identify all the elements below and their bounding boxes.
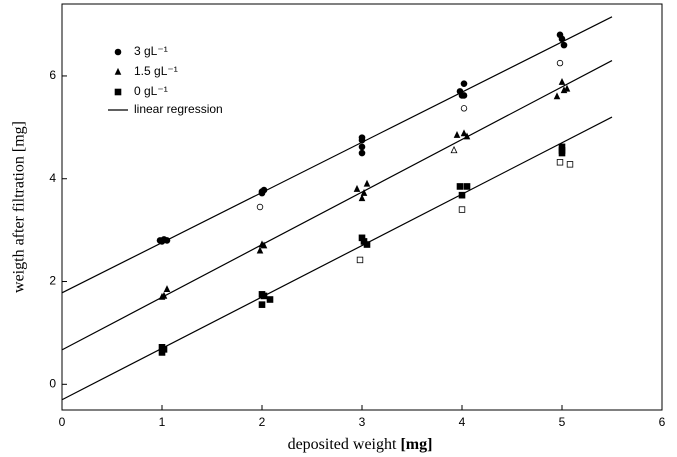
x-label-unit: [mg]	[400, 436, 432, 453]
point	[456, 183, 464, 190]
point	[560, 41, 568, 49]
point	[256, 246, 264, 254]
point	[558, 78, 566, 85]
point	[358, 194, 366, 202]
point	[460, 129, 468, 137]
x-label-text: deposited weight	[288, 436, 397, 453]
regression-line	[61, 60, 613, 351]
point	[453, 130, 461, 138]
point	[558, 143, 566, 151]
point	[558, 35, 566, 43]
point	[360, 189, 368, 196]
legend-marker	[114, 48, 122, 56]
x-tick-label: 4	[459, 415, 466, 429]
legend-label: linear regression	[134, 102, 223, 116]
x-tick-label: 2	[259, 415, 266, 429]
legend-marker	[114, 88, 122, 96]
point	[460, 92, 468, 99]
point	[266, 296, 274, 303]
open-point	[256, 203, 264, 211]
open-point	[566, 161, 574, 168]
point	[353, 184, 361, 192]
point	[363, 179, 371, 187]
y-tick-label: 2	[49, 274, 56, 288]
open-point	[450, 145, 458, 154]
y-tick-label: 6	[49, 68, 56, 82]
point	[260, 292, 268, 300]
y-tick-label: 0	[49, 376, 56, 390]
point	[258, 301, 266, 308]
y-axis-label: weigth after filtration [mg]	[11, 121, 28, 293]
point	[358, 149, 366, 157]
point	[260, 186, 268, 194]
point	[558, 149, 566, 157]
point	[160, 346, 168, 353]
point	[463, 183, 471, 190]
open-point	[460, 105, 468, 112]
point	[458, 191, 466, 199]
point	[460, 80, 468, 87]
point	[358, 143, 366, 151]
point	[463, 132, 471, 140]
x-tick-label: 6	[659, 415, 666, 429]
x-tick-label: 0	[59, 415, 66, 429]
point	[163, 237, 171, 244]
legend-label: 1.5 gL⁻¹	[134, 64, 178, 78]
x-tick-label: 5	[559, 415, 566, 429]
point	[163, 285, 171, 293]
legend-label: 0 gL⁻¹	[134, 84, 168, 98]
open-point	[556, 159, 564, 166]
y-tick-label: 4	[49, 171, 56, 185]
x-tick-label: 3	[359, 415, 366, 429]
x-tick-label: 1	[159, 415, 166, 429]
legend-marker	[114, 67, 122, 75]
legend-label: 3 gL⁻¹	[134, 44, 168, 58]
open-point	[556, 59, 564, 67]
regression-line	[61, 16, 613, 294]
point	[553, 92, 561, 100]
point	[563, 84, 571, 92]
point	[358, 234, 366, 242]
open-point	[458, 206, 466, 213]
point	[363, 241, 371, 248]
x-axis-label: deposited weight [mg]	[288, 436, 433, 453]
point	[358, 136, 366, 144]
point	[260, 241, 268, 249]
regression-line	[61, 116, 613, 401]
point	[160, 291, 168, 299]
open-point	[356, 256, 364, 264]
